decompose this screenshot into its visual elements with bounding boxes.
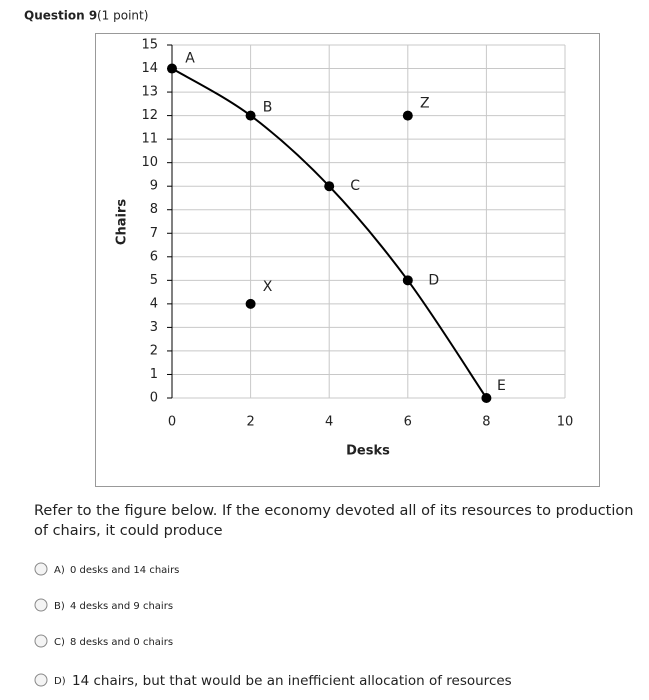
y-tick-label: 9 [150,179,158,194]
x-tick-label: 6 [404,415,412,430]
y-tick-label: 5 [150,273,158,288]
point [245,110,256,121]
y-tick-label: 12 [141,108,158,123]
option-letter[interactable]: C) [54,637,65,648]
y-tick-label: 8 [150,202,158,217]
option-letter[interactable]: A) [54,565,65,576]
x-tick-label: 0 [168,415,176,430]
question-text: Refer to the figure below. If the econom… [34,503,633,519]
question-text: of chairs, it could produce [34,523,223,539]
option-text[interactable]: 0 desks and 14 chairs [70,565,179,576]
y-tick-label: 7 [150,226,158,241]
point-label: C [350,178,360,194]
point [167,63,177,74]
y-tick-label: 4 [150,296,158,311]
radio-button[interactable] [34,562,48,576]
radio-button[interactable] [34,673,48,687]
point [402,275,413,286]
x-tick-label: 10 [557,415,574,430]
point [481,393,492,403]
y-tick-label: 3 [150,320,158,335]
x-axis-label: Desks [346,444,390,459]
y-tick-label: 10 [141,155,158,170]
point [245,298,256,309]
option-letter[interactable]: B) [54,601,65,612]
y-axis-label: Chairs [115,199,130,245]
point [402,110,413,121]
option-text[interactable]: 4 desks and 9 chairs [70,601,173,612]
radio-button[interactable] [34,634,48,648]
radio-button[interactable] [34,598,48,612]
point-label: A [185,51,195,67]
point-label: Z [420,96,430,112]
option-letter[interactable]: D) [54,676,66,687]
y-tick-label: 1 [150,367,158,382]
x-tick-label: 8 [482,415,490,430]
y-tick-label: 11 [141,132,158,147]
y-tick-label: 2 [150,343,158,358]
y-tick-label: 15 [141,38,158,53]
point-label: B [263,100,273,116]
options: A) 0 desks and 14 chairs B) 4 desks and 9 c… [34,562,512,689]
question-title: Question 9 [24,9,97,23]
y-tick-label: 0 [150,391,158,406]
y-tick-label: 13 [141,85,158,100]
y-tick-label: 14 [141,61,158,76]
x-tick-label: 4 [325,415,333,430]
option-text[interactable]: 14 chairs, but that would be an ineffici… [72,673,512,689]
option-text[interactable]: 8 desks and 0 chairs [70,637,173,648]
point-label: X [263,279,273,295]
point-label: E [497,378,506,394]
y-tick-label: 6 [150,249,158,264]
question-points: (1 point) [97,9,148,23]
figure-frame [95,33,600,487]
x-tick-label: 2 [246,415,254,430]
point-label: D [428,272,439,288]
point [324,181,335,192]
